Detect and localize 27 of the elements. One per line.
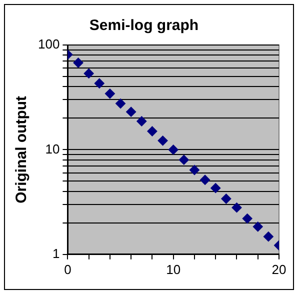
point bbox=[136, 116, 147, 126]
point bbox=[158, 136, 168, 146]
point bbox=[200, 174, 210, 185]
point bbox=[189, 164, 200, 175]
x-tick-label: 0 bbox=[64, 262, 72, 277]
point bbox=[210, 183, 221, 194]
point bbox=[104, 88, 115, 99]
point bbox=[147, 126, 158, 136]
chart-title: Semi-log graph bbox=[89, 17, 199, 34]
point bbox=[242, 214, 252, 224]
point bbox=[94, 78, 104, 88]
y-tick-label: 10 bbox=[45, 141, 60, 156]
point bbox=[232, 202, 242, 213]
point bbox=[126, 106, 136, 117]
y-tick-label: 1 bbox=[52, 246, 60, 261]
point bbox=[84, 68, 94, 78]
y-tick-label: 100 bbox=[38, 36, 60, 52]
point bbox=[252, 222, 263, 232]
point bbox=[168, 144, 178, 155]
point bbox=[263, 232, 274, 242]
point bbox=[178, 154, 189, 165]
x-tick-label: 20 bbox=[272, 262, 286, 277]
point bbox=[221, 194, 232, 204]
point bbox=[116, 98, 126, 109]
x-tick-label: 10 bbox=[166, 262, 181, 277]
point bbox=[73, 58, 84, 68]
y-axis-title: Original output bbox=[13, 96, 30, 204]
